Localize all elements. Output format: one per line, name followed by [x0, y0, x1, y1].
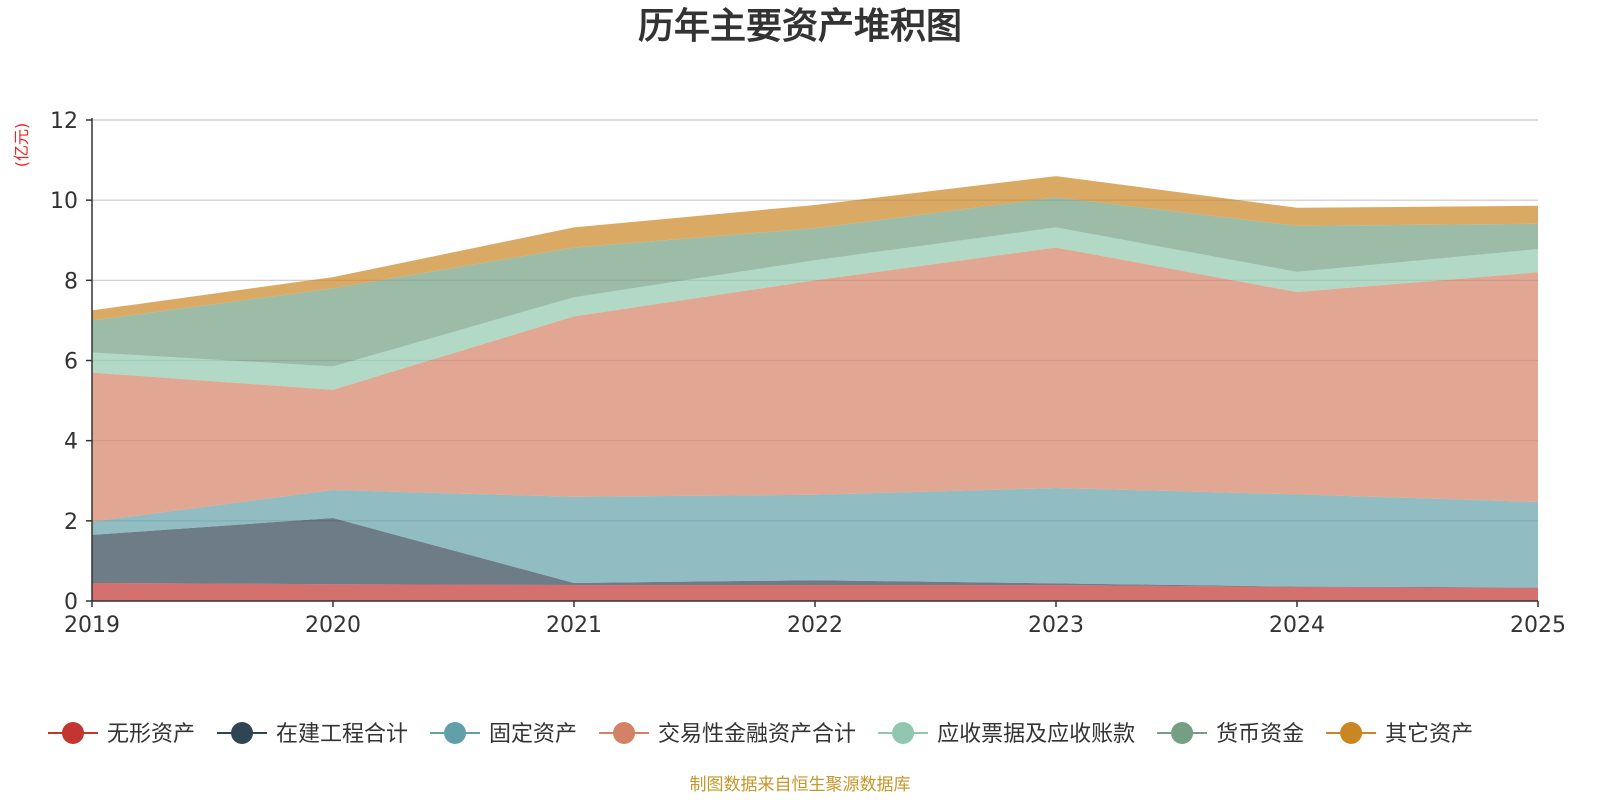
y-tick-label-4: 4 — [64, 430, 78, 455]
x-tick-label-2024: 2024 — [1269, 613, 1325, 638]
y-tick-label-8: 8 — [64, 269, 78, 294]
legend-item-6: 货币资金 — [1157, 722, 1304, 747]
area-series-group — [92, 176, 1538, 601]
legend-marker-7 — [1340, 722, 1363, 744]
chart-title: 历年主要资产堆积图 — [638, 6, 962, 47]
area-series-1 — [92, 583, 1538, 601]
legend-label-6: 货币资金 — [1216, 722, 1304, 747]
area-series-4 — [92, 247, 1538, 522]
x-tick-label-2020: 2020 — [305, 613, 361, 638]
legend-label-1: 无形资产 — [107, 722, 195, 747]
source-note: 制图数据来自恒生聚源数据库 — [690, 775, 911, 795]
legend-label-3: 固定资产 — [489, 722, 577, 747]
legend-item-7: 其它资产 — [1326, 722, 1473, 747]
legend: 无形资产 在建工程合计 固定资产 交易性金融资产合计 应收票据及应收账款 货币资金 其它资产 — [48, 722, 1473, 747]
legend-item-3: 固定资产 — [430, 722, 577, 747]
legend-item-1: 无形资产 — [48, 722, 195, 747]
x-tick-label-2022: 2022 — [787, 613, 843, 638]
legend-item-4: 交易性金融资产合计 — [599, 722, 856, 747]
legend-marker-2 — [231, 722, 254, 744]
x-tick-label-2019: 2019 — [64, 613, 120, 638]
area-series-3 — [92, 488, 1538, 588]
y-tick-label-12: 12 — [50, 109, 78, 134]
legend-label-4: 交易性金融资产合计 — [658, 722, 856, 747]
x-tick-label-2021: 2021 — [546, 613, 602, 638]
y-axis-unit-label: (亿元) — [12, 123, 31, 168]
legend-label-2: 在建工程合计 — [276, 722, 408, 747]
x-tick-label-2023: 2023 — [1028, 613, 1084, 638]
area-series-2 — [92, 518, 1538, 588]
legend-marker-4 — [613, 722, 636, 744]
legend-label-7: 其它资产 — [1385, 722, 1473, 747]
area-series-5 — [92, 227, 1538, 390]
axes: 0 2 4 6 8 10 12 2019 2020 2021 2022 2023 2024 2025 — [50, 109, 1566, 638]
legend-item-2: 在建工程合计 — [217, 722, 408, 747]
x-tick-label-2025: 2025 — [1510, 613, 1566, 638]
legend-marker-3 — [444, 722, 467, 744]
legend-marker-5 — [892, 722, 915, 744]
y-tick-label-6: 6 — [64, 350, 78, 375]
legend-marker-1 — [62, 722, 84, 744]
legend-label-5: 应收票据及应收账款 — [937, 722, 1135, 747]
legend-marker-6 — [1171, 722, 1194, 744]
y-tick-label-10: 10 — [50, 189, 78, 214]
legend-item-5: 应收票据及应收账款 — [878, 722, 1135, 747]
y-tick-label-2: 2 — [64, 510, 78, 535]
area-series-6 — [92, 197, 1538, 367]
y-tick-label-0: 0 — [64, 590, 78, 615]
